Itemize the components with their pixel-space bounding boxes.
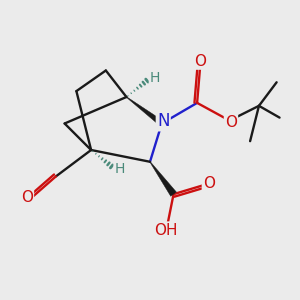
Polygon shape	[150, 162, 176, 196]
Text: O: O	[203, 176, 215, 191]
Text: O: O	[225, 116, 237, 130]
Polygon shape	[126, 97, 164, 126]
Text: OH: OH	[154, 223, 178, 238]
Text: H: H	[150, 71, 160, 85]
Text: O: O	[21, 190, 33, 205]
Text: N: N	[157, 112, 169, 130]
Text: O: O	[194, 54, 206, 69]
Text: H: H	[115, 162, 125, 176]
